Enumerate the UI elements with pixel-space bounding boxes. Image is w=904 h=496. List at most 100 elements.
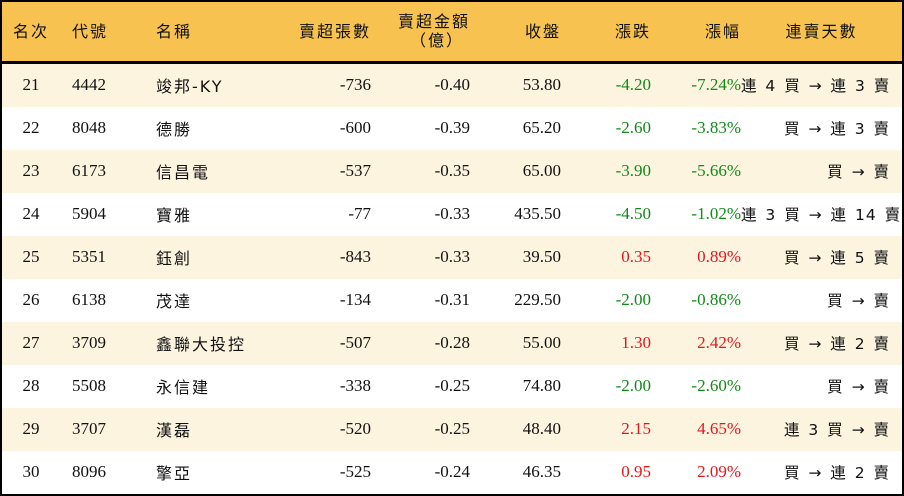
cell-rank: 22 [22, 118, 40, 137]
cell-name[interactable]: 擎亞 [156, 464, 193, 483]
cell-rank: 27 [22, 333, 40, 352]
cell-change-pct: -2.60% [691, 376, 741, 395]
cell-code: 3707 [72, 419, 106, 438]
table-row[interactable]: 26 6138 茂達 -134 -0.31 229.50 -2.00 -0.86… [2, 278, 902, 322]
cell-code: 6173 [72, 161, 106, 180]
header-streak[interactable]: 連賣天數 [785, 21, 858, 41]
cell-streak: 買 → 賣 [827, 292, 890, 310]
cell-sell-amount: -0.31 [434, 290, 470, 309]
cell-sell-volume: -77 [348, 204, 371, 223]
cell-sell-volume: -520 [339, 419, 371, 438]
header-name[interactable]: 名稱 [156, 21, 193, 41]
cell-close: 229.50 [514, 290, 561, 309]
cell-code: 5351 [72, 247, 106, 266]
cell-streak: 買 → 連 2 賣 [783, 335, 890, 353]
cell-sell-amount: -0.28 [434, 333, 470, 352]
cell-rank: 26 [22, 290, 40, 309]
header-sell-amount-line2: （億） [409, 31, 464, 51]
cell-code: 8048 [72, 118, 106, 137]
cell-sell-volume: -537 [339, 161, 371, 180]
cell-change: 1.30 [621, 333, 651, 352]
cell-code: 5904 [72, 204, 106, 223]
cell-sell-amount: -0.33 [434, 247, 470, 266]
cell-change: -2.00 [615, 290, 651, 309]
cell-close: 435.50 [514, 204, 561, 223]
cell-name[interactable]: 德勝 [156, 120, 193, 139]
table-row[interactable]: 28 5508 永信建 -338 -0.25 74.80 -2.00 -2.60… [2, 364, 902, 408]
cell-change: -4.20 [615, 75, 651, 94]
cell-change-pct: 2.42% [697, 333, 741, 352]
cell-close: 55.00 [522, 333, 561, 352]
cell-rank: 21 [22, 75, 40, 94]
cell-sell-volume: -736 [339, 75, 371, 94]
table-row[interactable]: 21 4442 竣邦-KY -736 -0.40 53.80 -4.20 -7.… [2, 62, 902, 107]
cell-sell-volume: -134 [339, 290, 371, 309]
cell-sell-amount: -0.24 [434, 462, 470, 481]
table-body: 21 4442 竣邦-KY -736 -0.40 53.80 -4.20 -7.… [2, 62, 902, 494]
table-row[interactable]: 29 3707 漢磊 -520 -0.25 48.40 2.15 4.65% 連… [2, 407, 902, 451]
cell-name[interactable]: 茂達 [156, 292, 193, 311]
table-row[interactable]: 23 6173 信昌電 -537 -0.35 65.00 -3.90 -5.66… [2, 149, 902, 193]
cell-sell-volume: -600 [339, 118, 371, 137]
table-header: 名次 代號 名稱 賣超張數 賣超金額 （億） 收盤 漲跌 漲幅 連賣天數 [2, 2, 902, 62]
table-row[interactable]: 22 8048 德勝 -600 -0.39 65.20 -2.60 -3.83%… [2, 106, 902, 150]
cell-streak: 連 3 買 → 賣 [783, 421, 890, 439]
cell-name[interactable]: 信昌電 [156, 163, 211, 182]
cell-code: 5508 [72, 376, 106, 395]
table-row[interactable]: 25 5351 鈺創 -843 -0.33 39.50 0.35 0.89% 買… [2, 235, 902, 279]
header-sell-volume[interactable]: 賣超張數 [298, 21, 371, 41]
cell-change: 0.95 [621, 462, 651, 481]
cell-rank: 28 [22, 376, 40, 395]
cell-change-pct: -3.83% [691, 118, 741, 137]
cell-sell-volume: -338 [339, 376, 371, 395]
cell-close: 65.00 [522, 161, 561, 180]
cell-close: 48.40 [522, 419, 561, 438]
cell-name[interactable]: 鈺創 [156, 249, 193, 268]
header-change[interactable]: 漲跌 [614, 21, 651, 41]
cell-streak: 買 → 賣 [827, 378, 890, 396]
cell-change-pct: -5.66% [691, 161, 741, 180]
cell-streak: 買 → 連 2 賣 [783, 464, 890, 482]
cell-rank: 29 [22, 419, 40, 438]
cell-code: 4442 [72, 75, 106, 94]
cell-sell-amount: -0.25 [434, 419, 470, 438]
cell-name[interactable]: 寶雅 [156, 206, 193, 225]
cell-close: 65.20 [522, 118, 561, 137]
cell-change: 0.35 [621, 247, 651, 266]
cell-rank: 23 [22, 161, 40, 180]
cell-name[interactable]: 竣邦-KY [156, 77, 224, 96]
cell-sell-amount: -0.35 [434, 161, 470, 180]
cell-name[interactable]: 鑫聯大投控 [156, 335, 247, 354]
cell-sell-amount: -0.39 [434, 118, 470, 137]
header-change-pct[interactable]: 漲幅 [704, 21, 741, 41]
cell-close: 53.80 [522, 75, 561, 94]
cell-streak: 連 3 買 → 連 14 賣 [741, 206, 902, 224]
cell-streak: 買 → 連 5 賣 [783, 249, 890, 267]
cell-change-pct: 2.09% [697, 462, 741, 481]
header-sell-amount[interactable]: 賣超金額 （億） [371, 2, 470, 62]
cell-name[interactable]: 漢磊 [156, 421, 193, 440]
cell-change-pct: 4.65% [697, 419, 741, 438]
header-rank[interactable]: 名次 [12, 21, 49, 41]
table-row[interactable]: 27 3709 鑫聯大投控 -507 -0.28 55.00 1.30 2.42… [2, 321, 902, 365]
cell-name[interactable]: 永信建 [156, 378, 211, 397]
cell-streak: 連 4 買 → 連 3 賣 [741, 77, 891, 95]
header-code[interactable]: 代號 [72, 21, 109, 41]
cell-code: 6138 [72, 290, 106, 309]
header-close[interactable]: 收盤 [524, 21, 561, 41]
cell-rank: 30 [22, 462, 40, 481]
cell-change-pct: 0.89% [697, 247, 741, 266]
cell-streak: 買 → 連 3 賣 [783, 120, 890, 138]
cell-close: 46.35 [522, 462, 561, 481]
cell-change: -2.60 [615, 118, 651, 137]
table-row[interactable]: 24 5904 寶雅 -77 -0.33 435.50 -4.50 -1.02%… [2, 192, 902, 236]
table-row[interactable]: 30 8096 擎亞 -525 -0.24 46.35 0.95 2.09% 買… [2, 450, 902, 494]
cell-change: -2.00 [615, 376, 651, 395]
cell-streak: 買 → 賣 [827, 163, 890, 181]
cell-close: 74.80 [522, 376, 561, 395]
cell-change-pct: -7.24% [691, 75, 741, 94]
header-row: 名次 代號 名稱 賣超張數 賣超金額 （億） 收盤 漲跌 漲幅 連賣天數 [2, 2, 902, 62]
cell-change: -4.50 [615, 204, 651, 223]
